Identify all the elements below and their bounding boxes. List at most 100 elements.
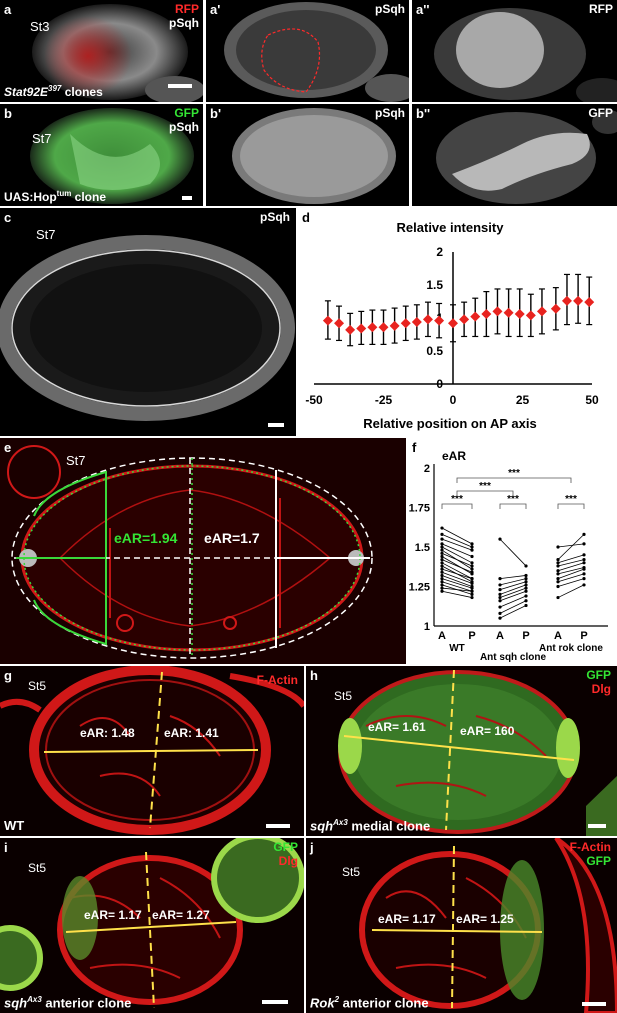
paired-line [441, 581, 473, 592]
x-tick-label: 25 [516, 393, 530, 407]
paired-line [557, 562, 585, 572]
data-point [440, 564, 444, 568]
data-point [582, 561, 586, 565]
panel-caption: WT [4, 818, 25, 833]
panel-caption: Rok2 anterior clone [310, 994, 429, 1009]
chart-title: eAR [442, 449, 466, 463]
caption-allele: 2 [334, 994, 340, 1004]
paired-line [557, 584, 585, 598]
paired-line [441, 562, 473, 579]
x-tick-label: A [496, 630, 504, 642]
panel-letter: b [4, 106, 12, 121]
panel-a: a St3 RFP pSqh Stat92E397 clones [0, 0, 203, 102]
data-point [498, 592, 502, 596]
data-point [498, 588, 502, 592]
y-tick-label: 0 [436, 377, 443, 391]
chart-title: Relative intensity [397, 220, 505, 235]
data-point [470, 592, 474, 596]
panel-j: j St5 F-Actin GFP eAR= 1.17 eAR= 1.25 Ro… [306, 838, 617, 1013]
paired-line [441, 559, 473, 573]
data-point [470, 554, 474, 559]
scale-bar [182, 196, 192, 200]
panel-letter: e [4, 440, 12, 455]
stage-label: St7 [36, 227, 56, 242]
panel-letter: b' [210, 106, 222, 121]
y-tick-label: 1.5 [415, 542, 430, 554]
paired-line [441, 552, 473, 567]
panel-caption: Stat92E397 clones [4, 85, 103, 99]
panel-e-image [0, 438, 406, 664]
data-point [389, 320, 400, 331]
data-point [498, 595, 502, 600]
data-point [440, 548, 444, 552]
data-point [582, 583, 586, 587]
channel-label-psqh: pSqh [375, 2, 405, 16]
channel-label-gfp: GFP [588, 106, 613, 120]
stage-label: St5 [334, 689, 353, 703]
group-label: Ant rok clone [539, 643, 603, 654]
paired-line [499, 578, 527, 586]
panel-a-prime-image [224, 2, 409, 102]
data-point [584, 297, 595, 308]
ear-value-left: eAR= 1.61 [368, 720, 426, 734]
data-point [440, 551, 444, 555]
x-tick-label: 50 [585, 393, 599, 407]
data-point [440, 589, 444, 593]
channel-label-gfp: GFP [174, 106, 199, 120]
data-point [440, 580, 444, 584]
x-tick-label: P [522, 630, 529, 642]
x-tick-label: 0 [450, 393, 457, 407]
paired-line [557, 554, 585, 564]
data-point [470, 581, 474, 585]
data-point [470, 589, 474, 593]
y-tick-label: 0.5 [426, 344, 443, 358]
data-point [470, 567, 474, 571]
caption-genotype: UAS:Hop [4, 190, 57, 204]
x-tick-label: A [554, 630, 562, 642]
ear-value-left: eAR=1.94 [114, 530, 178, 546]
panel-letter: f [412, 440, 417, 455]
data-point [503, 307, 514, 318]
data-point [440, 542, 444, 546]
y-tick-label: 1 [424, 621, 430, 633]
paired-line [557, 567, 585, 575]
caption-tail: anterior clone [41, 995, 132, 1010]
data-point [498, 605, 502, 609]
panel-g: g St5 F-Actin eAR: 1.48 eAR: 1.41 WT [0, 666, 304, 836]
panel-h-image [306, 666, 617, 836]
data-point [582, 553, 586, 557]
caption-allele: Ax3 [333, 817, 348, 827]
ear-value-left: eAR= 1.17 [84, 908, 142, 922]
data-point [524, 599, 528, 603]
paired-line [557, 543, 585, 548]
data-point [573, 295, 584, 306]
data-point [440, 526, 444, 530]
panel-letter: h [310, 668, 318, 683]
data-point [470, 577, 474, 581]
data-point [470, 595, 474, 600]
data-point [524, 573, 528, 578]
data-point [582, 542, 586, 546]
stage-label: St7 [32, 131, 52, 146]
stage-label: St3 [30, 19, 50, 34]
data-point [525, 310, 536, 321]
paired-line [441, 571, 473, 584]
channel-label-psqh: pSqh [169, 16, 199, 30]
significance-label: *** [565, 494, 577, 505]
panel-h: h St5 GFP Dlg eAR= 1.61 eAR= 160 sqhAx3 … [306, 666, 617, 836]
caption-genotype: sqh [310, 818, 334, 833]
data-point [556, 572, 560, 576]
significance-label: *** [479, 481, 491, 492]
panel-g-image [0, 666, 304, 836]
stage-label: St5 [28, 679, 47, 693]
paired-line [499, 595, 527, 608]
ear-value-right: eAR= 1.25 [456, 912, 514, 926]
y-tick-label: 1.25 [409, 582, 430, 594]
panel-e: e St7 eAR=1.94 eAR=1.7 [0, 438, 406, 664]
caption-allele: Ax3 [27, 994, 42, 1004]
paired-line [499, 600, 527, 614]
paired-line [441, 578, 473, 589]
paired-line [499, 575, 527, 579]
data-point [536, 306, 547, 317]
